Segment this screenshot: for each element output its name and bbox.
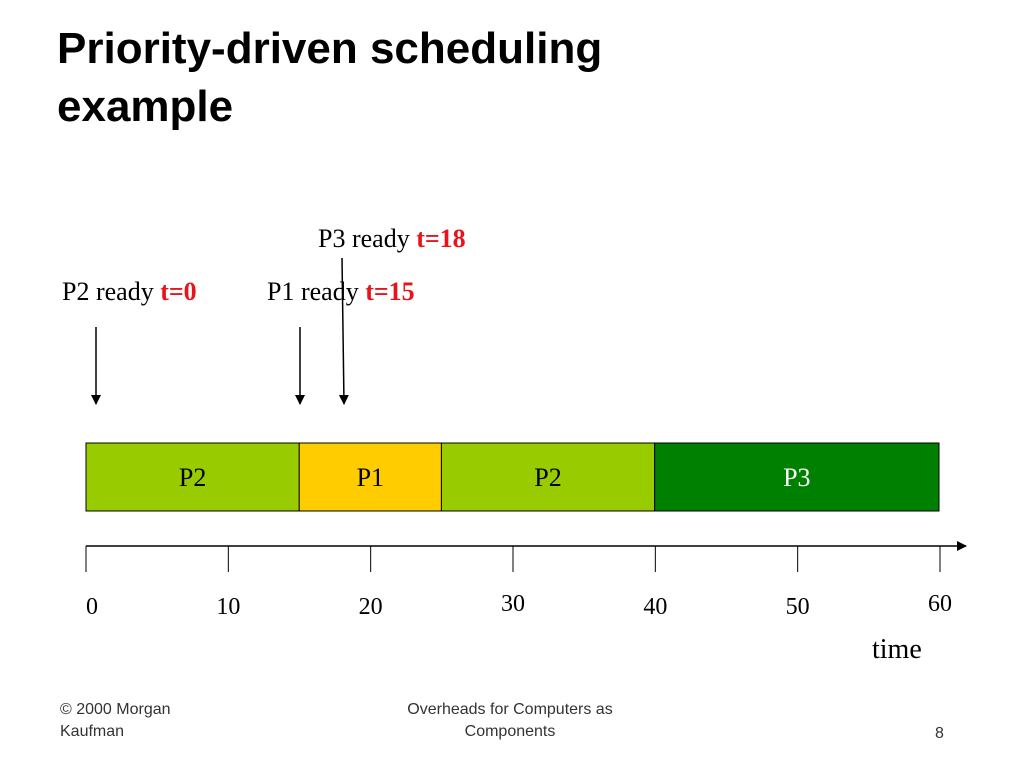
segment-label: P3 xyxy=(783,463,810,492)
p3-ready-label: P3 ready t=18 xyxy=(318,224,466,254)
p2-ready-time: t=0 xyxy=(160,277,197,306)
p1-ready-time: t=15 xyxy=(365,277,415,306)
page-number: 8 xyxy=(935,725,944,742)
footer-title: Overheads for Computers as Components xyxy=(407,701,613,740)
footer-copyright: © 2000 Morgan Kaufman xyxy=(60,701,171,740)
axis-ticks xyxy=(85,546,941,572)
p2-ready-text: P2 ready xyxy=(62,277,161,306)
p3-ready-time: t=18 xyxy=(416,224,466,253)
tick-label: 30 xyxy=(501,591,525,617)
segment-label: P2 xyxy=(534,463,561,492)
slide-title: Priority-driven scheduling example xyxy=(57,20,957,136)
segment-label: P1 xyxy=(357,463,384,492)
axis-label-time: time xyxy=(872,634,922,665)
segment-p2-2 xyxy=(440,442,656,512)
gantt-bar: P2 P1 P2 P3 xyxy=(85,442,940,512)
title-line-1: Priority-driven scheduling xyxy=(57,24,603,73)
tick-label: 60 xyxy=(928,591,952,617)
tick-label: 20 xyxy=(358,594,383,620)
p1-ready-label: P1 ready t=15 xyxy=(267,277,415,307)
tick-label: 50 xyxy=(785,594,810,620)
tick-label: 40 xyxy=(643,594,668,620)
p2-ready-label: P2 ready t=0 xyxy=(62,277,197,307)
segment-label: P2 xyxy=(179,463,206,492)
p3-ready-arrow xyxy=(338,257,349,405)
tick-label: 10 xyxy=(216,594,241,620)
title-line-2: example xyxy=(57,82,234,131)
tick-label: 0 xyxy=(86,594,98,620)
segment-p1-1 xyxy=(298,442,442,512)
segment-p2-0 xyxy=(85,442,300,512)
p1-ready-text: P1 ready xyxy=(267,277,366,306)
segment-p3-3 xyxy=(654,442,940,512)
p3-ready-text: P3 ready xyxy=(318,224,417,253)
